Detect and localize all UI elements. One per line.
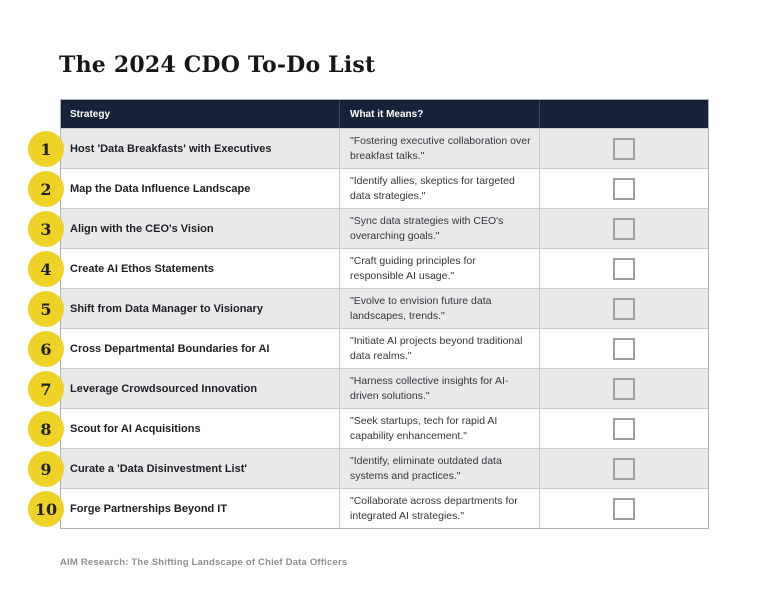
meaning-label: "Sync data strategies with CEO's overarc… [350, 214, 504, 242]
meaning-label: "Identify, eliminate outdated data syste… [350, 454, 502, 482]
table-row: 8 Scout for AI Acquisitions "Seek startu… [28, 408, 708, 448]
strategy-label: Align with the CEO's Vision [70, 222, 214, 235]
checkbox[interactable] [613, 497, 635, 520]
meaning-label: "Craft guiding principles for responsibl… [350, 254, 476, 282]
strategy-label: Curate a 'Data Disinvestment List' [70, 462, 248, 475]
strategy-label: Map the Data Influence Landscape [70, 182, 251, 195]
row-number-badge: 4 [28, 251, 64, 287]
source-attribution: AIM Research: The Shifting Landscape of … [60, 557, 348, 568]
meaning-label: "Identify allies, skeptics for targeted … [350, 174, 515, 202]
checkbox[interactable] [613, 417, 635, 440]
checkbox[interactable] [613, 297, 635, 320]
strategy-label: Leverage Crowdsourced Innovation [70, 382, 258, 395]
row-number-badge: 5 [28, 291, 64, 327]
meaning-label: "Evolve to envision future data landscap… [350, 294, 492, 322]
table-row: 1 Host 'Data Breakfasts' with Executives… [28, 128, 708, 168]
table-row: 4 Create AI Ethos Statements "Craft guid… [28, 248, 708, 288]
table-row: 3 Align with the CEO's Vision "Sync data… [28, 208, 708, 248]
strategy-label: Create AI Ethos Statements [70, 262, 214, 275]
row-number-badge: 9 [28, 451, 64, 487]
strategy-label: Shift from Data Manager to Visionary [70, 302, 263, 315]
strategy-label: Host 'Data Breakfasts' with Executives [70, 142, 272, 155]
table-row: 9 Curate a 'Data Disinvestment List' "Id… [28, 448, 708, 488]
checkbox[interactable] [613, 177, 635, 200]
row-number-badge: 2 [28, 171, 64, 207]
row-number-badge: 8 [28, 411, 64, 447]
checkbox[interactable] [613, 137, 635, 160]
checkbox[interactable] [613, 377, 635, 400]
checkbox[interactable] [613, 457, 635, 480]
meaning-label: "Collaborate across departments for inte… [350, 494, 518, 522]
meaning-label: "Initiate AI projects beyond traditional… [350, 334, 523, 362]
row-number-badge: 10 [28, 491, 64, 527]
meaning-label: "Fostering executive collaboration over … [350, 134, 531, 162]
row-number-badge: 7 [28, 371, 64, 407]
table-row: 10 Forge Partnerships Beyond IT "Collabo… [28, 488, 708, 528]
table-row: 5 Shift from Data Manager to Visionary "… [28, 288, 708, 328]
row-number-badge: 6 [28, 331, 64, 367]
checkbox[interactable] [613, 257, 635, 280]
meaning-label: "Seek startups, tech for rapid AI capabi… [350, 414, 498, 442]
row-number-badge: 3 [28, 211, 64, 247]
meaning-label: "Harness collective insights for AI-driv… [350, 374, 509, 402]
checkbox[interactable] [613, 217, 635, 240]
strategy-label: Scout for AI Acquisitions [70, 422, 201, 435]
table-header-row: Strategy What it Means? [61, 100, 708, 128]
todo-table: Strategy What it Means? 1 Host 'Data Bre… [28, 99, 709, 529]
row-number-badge: 1 [28, 131, 64, 167]
checkbox[interactable] [613, 337, 635, 360]
strategy-label: Cross Departmental Boundaries for AI [70, 342, 270, 355]
table-row: 6 Cross Departmental Boundaries for AI "… [28, 328, 708, 368]
header-strategy: Strategy [70, 108, 111, 120]
header-checkbox [539, 100, 708, 128]
table-row: 7 Leverage Crowdsourced Innovation "Harn… [28, 368, 708, 408]
table-row: 2 Map the Data Influence Landscape "Iden… [28, 168, 708, 208]
strategy-label: Forge Partnerships Beyond IT [70, 502, 228, 515]
page-title: The 2024 CDO To-Do List [59, 52, 376, 78]
header-meaning: What it Means? [339, 100, 539, 128]
